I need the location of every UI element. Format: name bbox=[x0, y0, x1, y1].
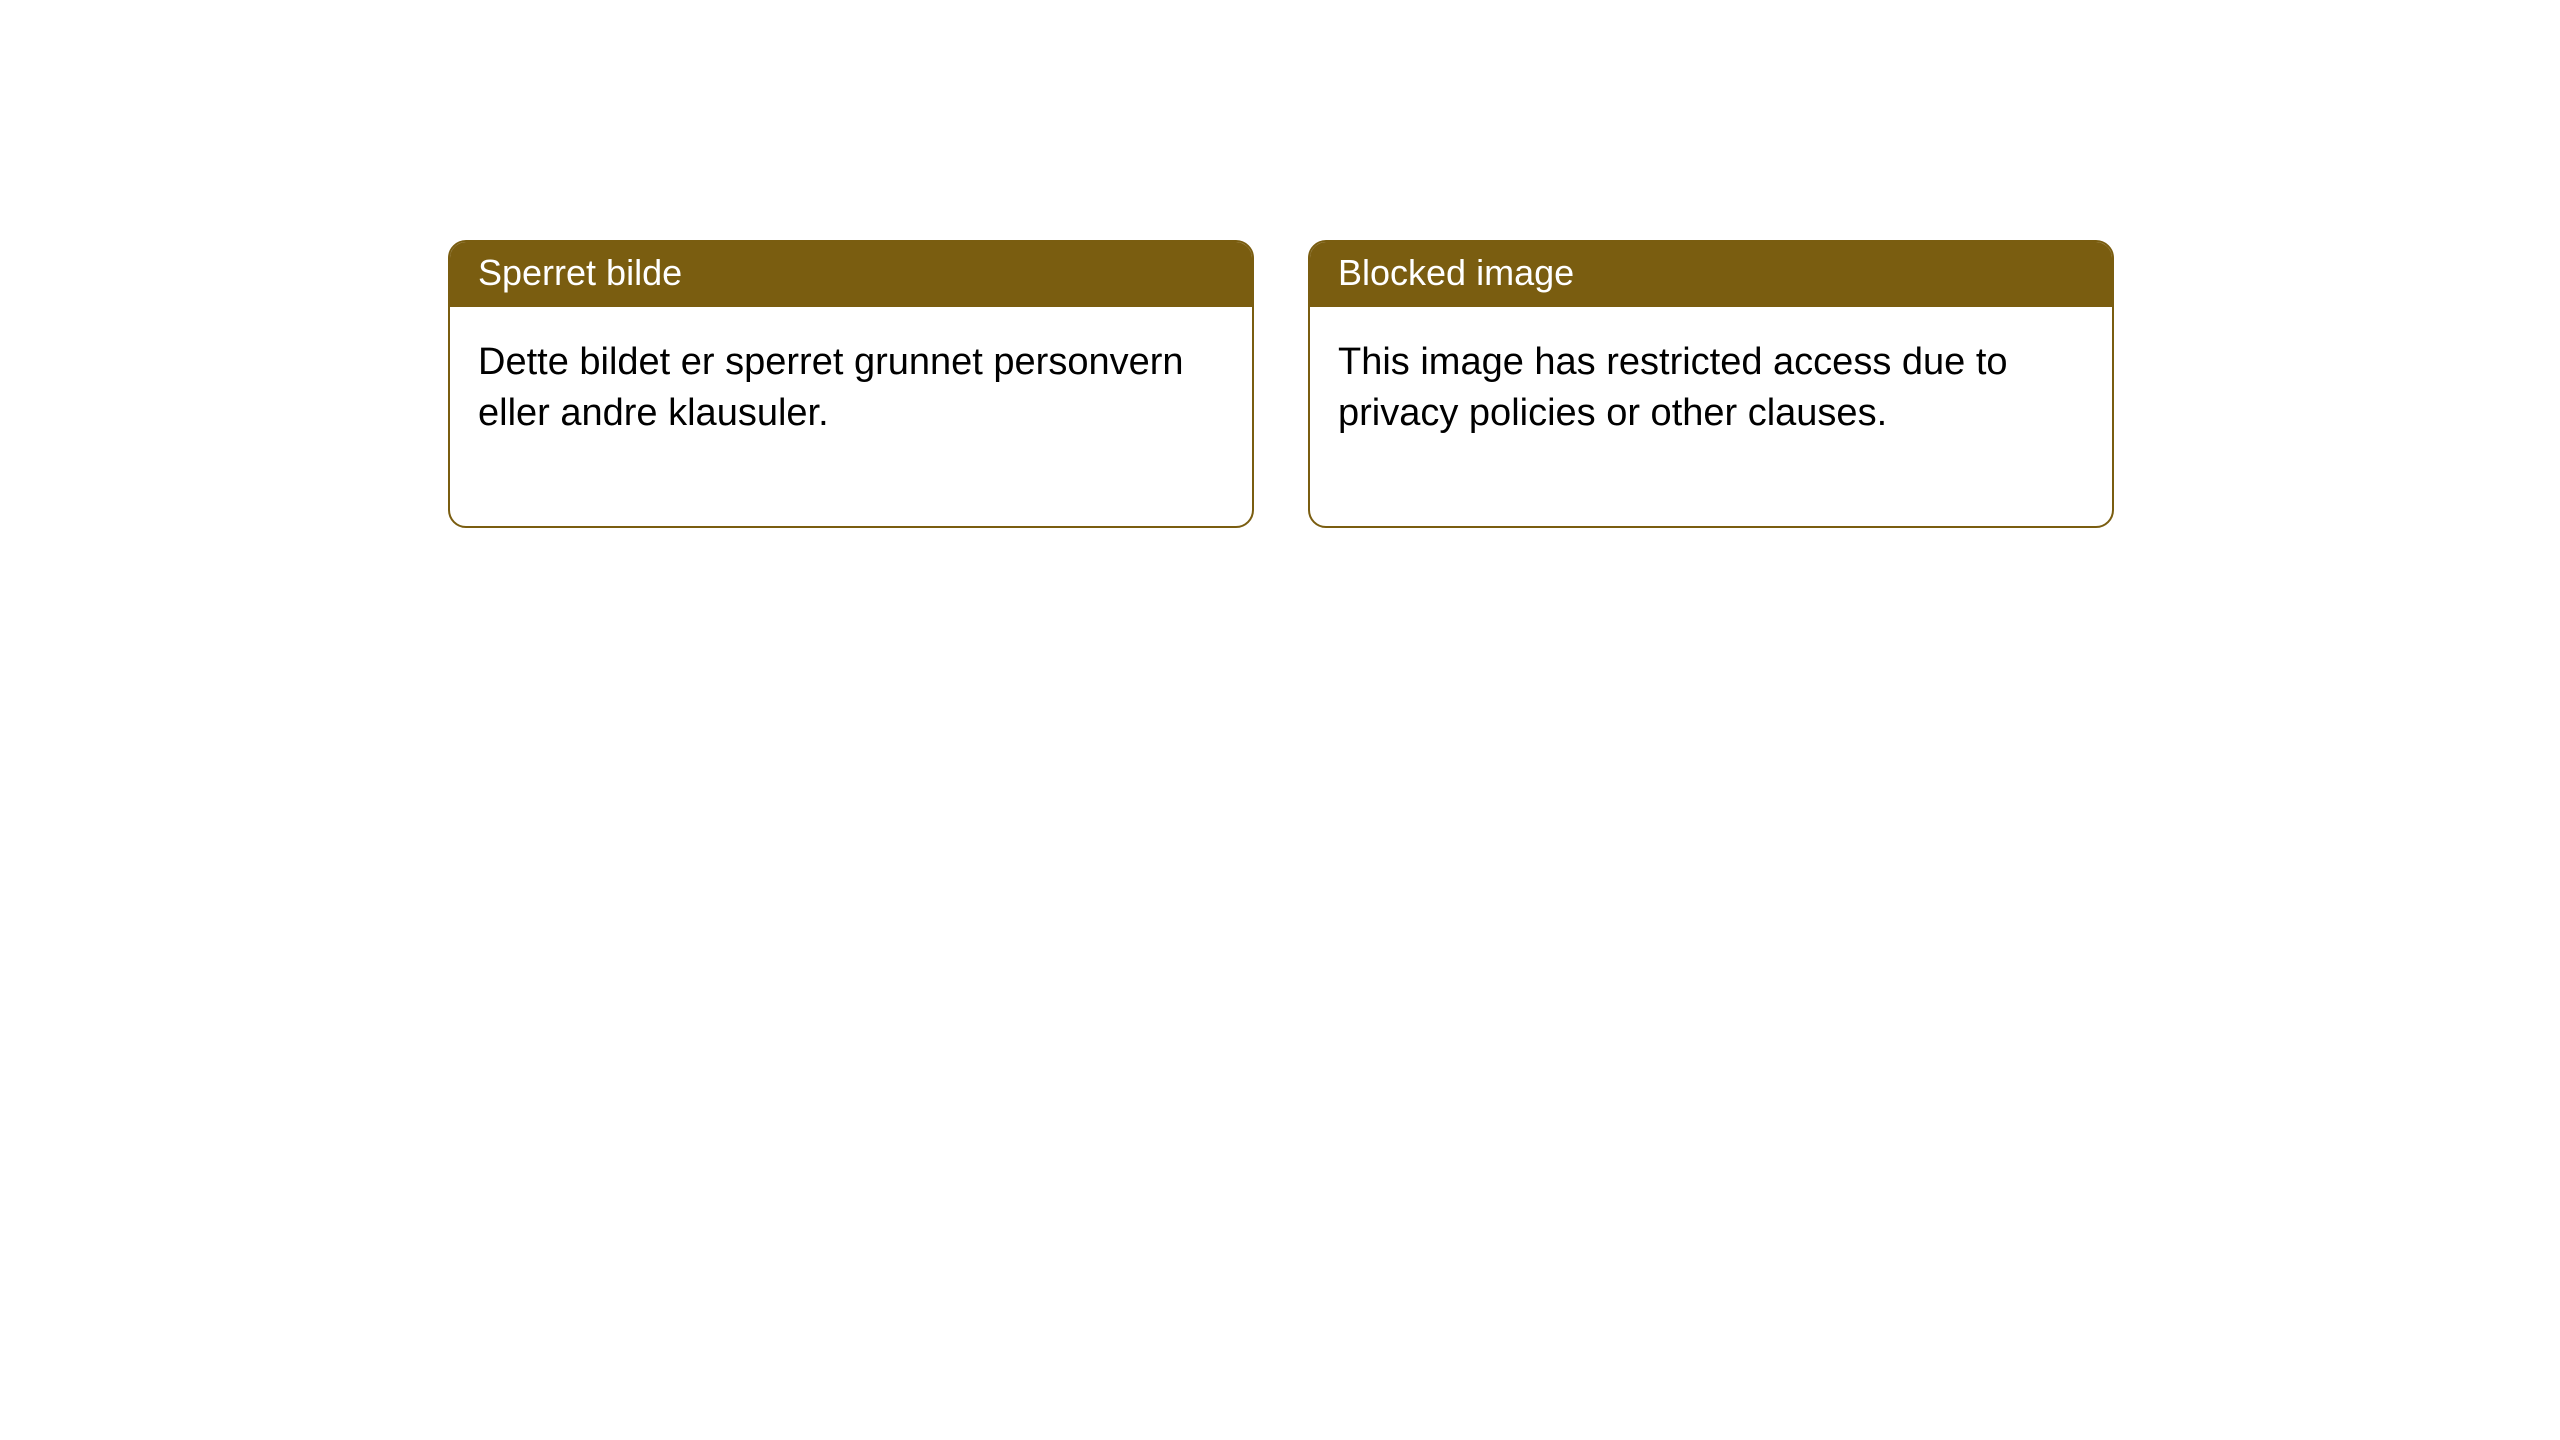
notice-card-english: Blocked image This image has restricted … bbox=[1308, 240, 2114, 528]
notice-body-norwegian: Dette bildet er sperret grunnet personve… bbox=[450, 307, 1252, 526]
notice-title-english: Blocked image bbox=[1310, 242, 2112, 307]
notice-card-norwegian: Sperret bilde Dette bildet er sperret gr… bbox=[448, 240, 1254, 528]
notice-title-norwegian: Sperret bilde bbox=[450, 242, 1252, 307]
notice-container: Sperret bilde Dette bildet er sperret gr… bbox=[0, 0, 2560, 528]
notice-body-english: This image has restricted access due to … bbox=[1310, 307, 2112, 526]
